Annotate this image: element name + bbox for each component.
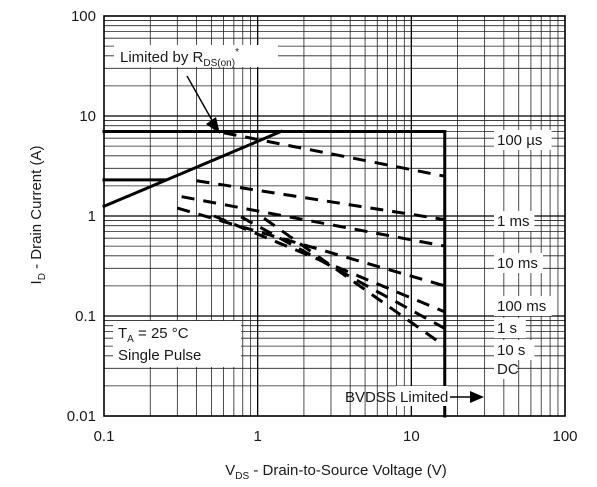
ta-label: TA = 25 °C (118, 325, 189, 345)
x-axis-title: VDS - Drain-to-Source Voltage (V) (225, 462, 447, 482)
series-label-bg (494, 296, 552, 316)
series-label-100-ms: 100 ms (497, 298, 546, 315)
y-axis-title-sub: D (37, 273, 48, 280)
series-label-100-s: 100 µs (497, 132, 542, 149)
ta-label-main: T (118, 325, 127, 342)
y-tick-label: 0.01 (67, 408, 96, 425)
bvdss-limit-label: BVDSS Limited (345, 389, 448, 406)
y-axis-title: ID - Drain Current (A) (28, 146, 48, 285)
x-tick-label: 100 (552, 428, 577, 445)
rds-limit-label-sub: DS(on) (203, 58, 235, 69)
y-axis-title-rest: - Drain Current (A) (28, 146, 45, 274)
series-label-10-s: 10 s (497, 342, 525, 359)
rds-arrow-line (186, 75, 214, 123)
dashed-curve-1-s (213, 214, 446, 314)
series-label-dc: DC (497, 361, 519, 378)
y-axis-title-main: I (28, 280, 45, 284)
series-label-bg (494, 359, 518, 379)
series-label-bg (494, 340, 535, 360)
y-tick-label: 0.1 (75, 308, 96, 325)
y-tick-label: 1 (88, 208, 96, 225)
series-label-1-ms: 1 ms (497, 213, 530, 230)
x-axis-title-main: V (225, 462, 235, 479)
y-tick-label: 10 (79, 108, 96, 125)
ta-label-bg (113, 321, 241, 367)
rds-label-bg (114, 45, 278, 67)
series-label-10-ms: 10 ms (497, 255, 538, 272)
boundary-lines (102, 129, 447, 418)
dashed-curve-100-ms (176, 206, 446, 288)
dashed-curve-dc (263, 217, 446, 348)
x-axis-title-rest: - Drain-to-Source Voltage (V) (249, 462, 447, 479)
series-label-1-s: 1 s (497, 320, 517, 337)
single-pulse-label: Single Pulse (118, 347, 201, 364)
plot-frame (103, 15, 566, 417)
x-tick-label: 1 (253, 428, 261, 445)
bvdss-label-bg (396, 386, 448, 406)
rds-limit-label-main: Limited by R (120, 49, 204, 66)
rds-limit-line (102, 129, 284, 209)
tick-labels: 0.1 1 10 100 100 10 1 0.1 0.01 (67, 8, 578, 445)
dashed-curve-1-ms (196, 179, 445, 222)
dashed-curve-100-s (223, 131, 446, 178)
dashed-curve-10-ms (181, 195, 446, 248)
x-axis-title-sub: DS (235, 471, 249, 482)
dashed-curves (176, 131, 446, 348)
series-label-bg (494, 211, 535, 231)
rds-limit-label-sup: * (235, 47, 239, 58)
series-label-bg (494, 253, 543, 273)
series-label-bg (494, 318, 526, 338)
ta-label-rest: = 25 °C (134, 325, 189, 342)
bvdss-arrow-head (470, 391, 484, 403)
series-label-bg (494, 130, 552, 150)
rds-limit-label: Limited by RDS(on)* (120, 47, 239, 69)
x-tick-label: 10 (403, 428, 420, 445)
x-tick-label: 0.1 (94, 428, 115, 445)
ta-label-sub: A (127, 334, 134, 345)
series-labels: 100 µs 1 ms 10 ms 100 ms 1 s 10 s DC (494, 130, 552, 379)
y-tick-label: 100 (71, 8, 96, 25)
rds-arrow-head (206, 117, 220, 134)
